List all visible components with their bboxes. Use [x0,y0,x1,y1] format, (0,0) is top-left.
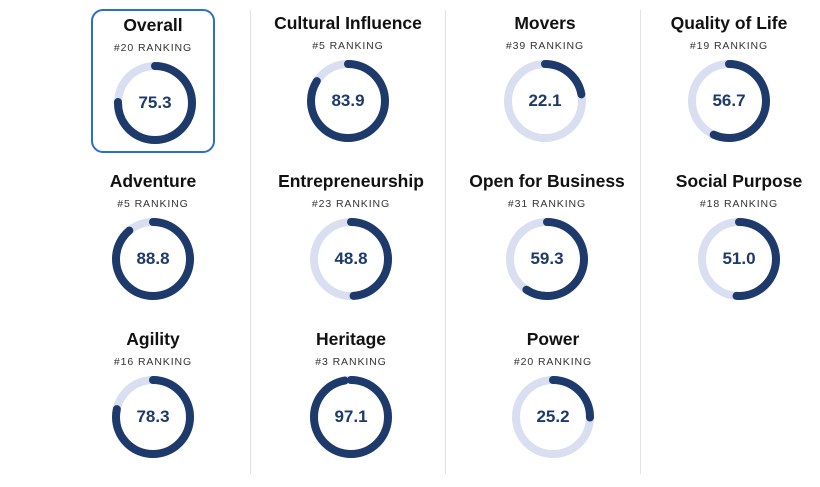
metric-rank: #5 RANKING [312,40,384,52]
score-ring-graphic [310,376,392,458]
metric-title: Open for Business [469,171,625,191]
metric-score: 56.7 [712,91,746,110]
metric-score: 97.1 [334,407,368,426]
metric-title: Cultural Influence [274,13,422,33]
metric-score: 75.3 [138,93,172,112]
score-ring-graphic [504,60,586,142]
ring-progress [506,218,588,300]
metric-card-movers[interactable]: Movers #39 RANKING 22.1 [483,9,607,153]
score-ring-graphic [310,218,392,300]
score-ring-graphic [112,376,194,458]
metric-title: Social Purpose [675,171,803,191]
metric-card-adventure[interactable]: Adventure #5 RANKING 88.8 [91,167,215,311]
metric-rank: #16 RANKING [113,356,193,368]
metric-rank: #23 RANKING [311,198,391,210]
metric-card-open-for-business[interactable]: Open for Business #31 RANKING 59.3 [469,167,625,311]
score-ring-graphic [114,62,196,144]
score-ring-graphic [506,218,588,300]
metric-score: 78.3 [136,407,170,426]
metric-score: 22.1 [528,91,562,110]
score-ring: 75.3 [110,58,200,148]
ring-progress [504,60,586,142]
ring-progress [512,376,594,458]
score-ring: 48.8 [306,214,396,304]
ring-progress [310,218,392,300]
metric-score: 25.2 [536,407,570,426]
ring-progress [698,218,780,300]
column-divider [640,10,641,474]
metric-title: Agility [126,329,180,349]
score-ring-graphic [688,60,770,142]
ring-progress [307,60,389,142]
metric-score: 83.9 [331,91,365,110]
metric-title: Entrepreneurship [278,171,424,191]
metric-score: 59.3 [530,249,564,268]
metric-rank: #5 RANKING [117,198,189,210]
metric-card-entrepreneurship[interactable]: Entrepreneurship #23 RANKING 48.8 [278,167,424,311]
metric-rank: #39 RANKING [505,40,585,52]
score-ring-graphic [112,218,194,300]
metric-title: Movers [514,13,576,33]
metric-card-agility[interactable]: Agility #16 RANKING 78.3 [91,325,215,469]
metric-rank: #20 RANKING [113,42,193,54]
score-ring-graphic [307,60,389,142]
metric-card-power[interactable]: Power #20 RANKING 25.2 [491,325,615,469]
metric-rank: #31 RANKING [507,198,587,210]
metric-score: 48.8 [334,249,368,268]
ring-progress [310,376,392,458]
score-ring: 97.1 [306,372,396,462]
metric-title: Power [526,329,580,349]
metric-rank: #18 RANKING [699,198,779,210]
ring-progress [114,62,196,144]
column-divider [445,10,446,474]
metric-card-heritage[interactable]: Heritage #3 RANKING 97.1 [289,325,413,469]
metric-card-cultural-influence[interactable]: Cultural Influence #5 RANKING 83.9 [274,9,422,153]
metric-rank: #19 RANKING [689,40,769,52]
metric-title: Overall [123,15,183,35]
metric-card-social-purpose[interactable]: Social Purpose #18 RANKING 51.0 [676,167,802,311]
score-ring: 25.2 [508,372,598,462]
metric-rank: #20 RANKING [513,356,593,368]
metric-card-overall[interactable]: Overall #20 RANKING 75.3 [91,9,215,153]
score-ring-graphic [512,376,594,458]
score-ring: 83.9 [303,56,393,146]
score-ring-graphic [698,218,780,300]
metric-score: 51.0 [722,249,756,268]
score-ring: 51.0 [694,214,784,304]
metric-title: Adventure [109,171,197,191]
ring-progress [112,218,194,300]
metric-title: Quality of Life [670,13,788,33]
metric-card-quality-of-life[interactable]: Quality of Life #19 RANKING 56.7 [667,9,791,153]
ring-progress [688,60,770,142]
ring-progress [112,376,194,458]
score-ring: 56.7 [684,56,774,146]
column-divider [250,10,251,474]
score-ring: 78.3 [108,372,198,462]
metric-title: Heritage [315,329,387,349]
score-ring: 59.3 [502,214,592,304]
score-ring: 88.8 [108,214,198,304]
score-ring: 22.1 [500,56,590,146]
metric-score: 88.8 [136,249,170,268]
metric-rank: #3 RANKING [315,356,387,368]
